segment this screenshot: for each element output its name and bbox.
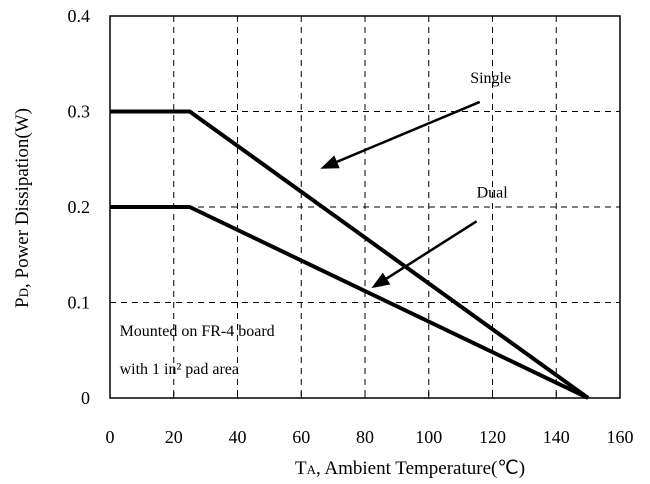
annotations: Single Dual Mounted on FR-4 board with 1 in… [120,70,512,378]
x-tick-label: 80 [356,427,374,447]
series-lines [110,109,590,400]
x-tick-label: 140 [543,427,570,447]
x-tick-label: 60 [292,427,310,447]
y-tick-label: 0.4 [68,6,91,26]
series-line-single [110,109,590,400]
single-label-arrow-shaft [336,100,481,163]
x-axis-title: TA, Ambient Temperature(℃) [295,458,525,479]
x-tick-label: 100 [415,427,442,447]
y-tick-label: 0.1 [68,293,91,313]
note-line-1: Mounted on FR-4 board [120,323,275,340]
y-tick-label: 0.2 [68,197,91,217]
x-tick-label: 0 [106,427,115,447]
note-line-2: with 1 in² pad area [120,361,239,378]
y-axis-title: PD, Power Dissipation(W) [12,108,33,308]
annotation-arrows [320,100,481,289]
y-tick-labels: 0 0.1 0.2 0.3 0.4 [68,6,91,408]
x-axis-title-rest: , Ambient Temperature(℃) [316,458,525,479]
y-tick-label: 0 [81,388,90,408]
y-axis-title-subscript: D [16,288,31,297]
dual-label-arrow-shaft [385,220,478,280]
x-tick-label: 20 [165,427,183,447]
x-tick-label: 40 [229,427,247,447]
dual-label-arrow-head [371,272,391,289]
y-axis-title-prefix: P [12,297,33,308]
y-axis-title-rest: , Power Dissipation(W) [12,108,33,288]
x-tick-labels: 0 20 40 60 80 100 120 140 160 [106,427,634,447]
single-label-arrow-head [320,155,340,169]
series-line-dual [110,205,589,400]
y-tick-label: 0.3 [68,102,91,122]
single-label: Single [470,70,511,87]
dual-label: Dual [477,184,509,201]
x-axis-title-prefix: T [295,458,307,479]
x-tick-label: 160 [607,427,634,447]
x-axis-title-subscript: A [307,462,317,477]
x-tick-label: 120 [479,427,506,447]
